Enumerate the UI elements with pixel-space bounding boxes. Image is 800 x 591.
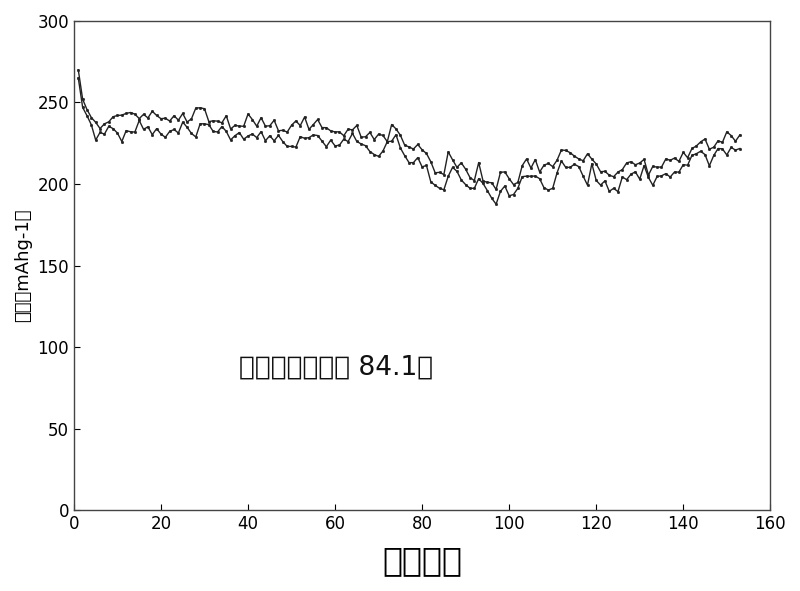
- Y-axis label: 容量（mAhg-1）: 容量（mAhg-1）: [14, 209, 32, 322]
- X-axis label: 循环次数: 循环次数: [382, 544, 462, 577]
- Text: 首次充放电效率 84.1％: 首次充放电效率 84.1％: [239, 355, 434, 381]
